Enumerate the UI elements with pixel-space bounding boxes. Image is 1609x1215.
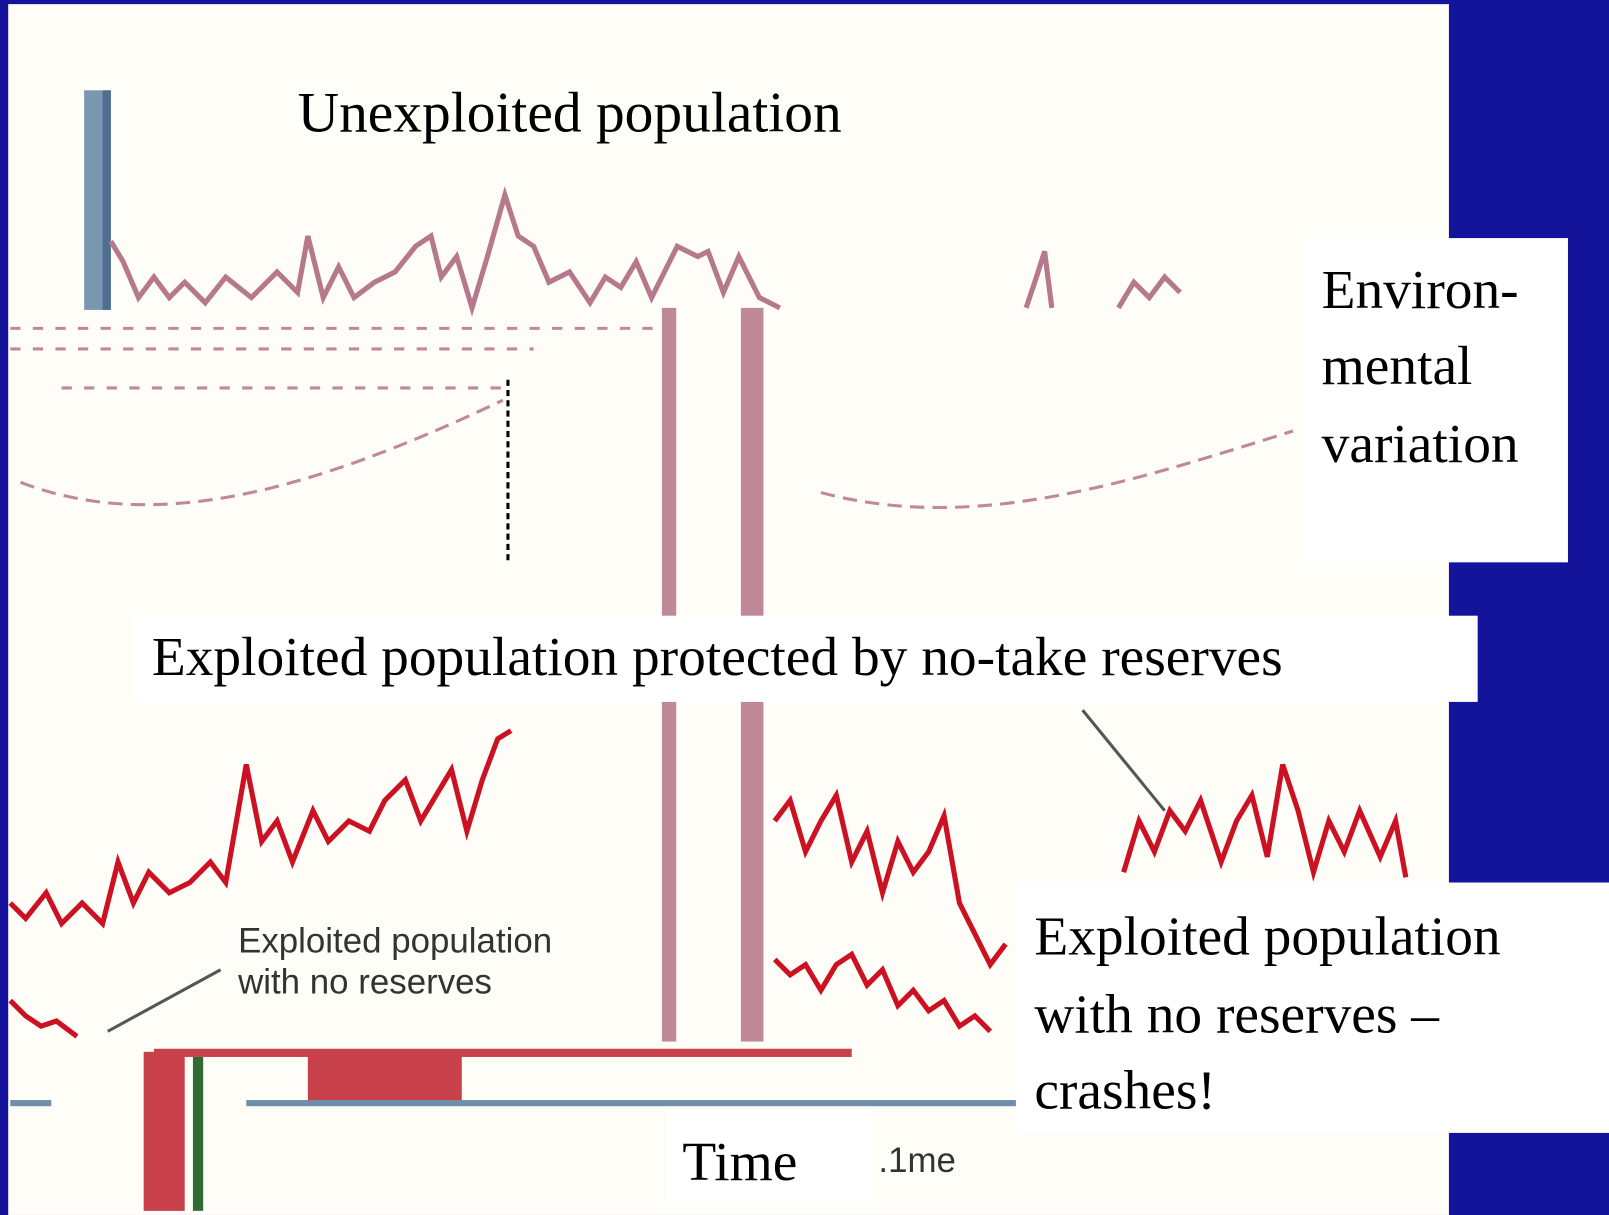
inset-axis-label: .1me <box>878 1141 956 1180</box>
x-axis-label: Time <box>682 1131 797 1192</box>
crash-label-line: crashes! <box>1034 1059 1216 1120</box>
page: {"title": "Unexploited population", "env… <box>0 0 1609 1215</box>
env-label-line: Environ- <box>1322 259 1519 320</box>
crash-label-line: with no reserves – <box>1034 983 1440 1044</box>
protected-label: Exploited population protected by no-tak… <box>152 626 1283 687</box>
inset-label-line: with no reserves <box>237 962 492 1001</box>
crash-label-line: Exploited population <box>1034 905 1500 966</box>
inset-label-line: Exploited population <box>238 921 552 960</box>
env-label-line: variation <box>1322 413 1519 474</box>
title: Unexploited population <box>298 81 842 144</box>
env-label-line: mental <box>1322 335 1473 396</box>
slide: Unexploited population Environ- mental v… <box>0 0 1609 1215</box>
